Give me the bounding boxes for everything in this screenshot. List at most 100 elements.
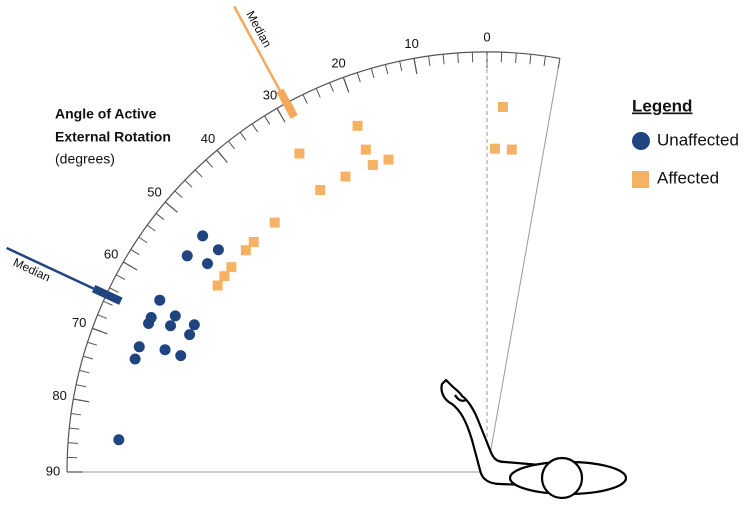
point	[340, 171, 351, 182]
point	[169, 310, 181, 322]
point	[367, 159, 378, 170]
tick	[92, 327, 108, 335]
point	[269, 217, 280, 228]
minor-tick	[194, 169, 203, 178]
point	[497, 101, 508, 112]
theta-tick-label: 30	[263, 88, 277, 103]
point	[352, 120, 363, 131]
minor-tick	[384, 64, 389, 75]
theta-tick-label: 10	[404, 36, 418, 51]
median-label: Median	[243, 9, 274, 50]
minor-tick	[557, 58, 561, 69]
minor-tick	[174, 190, 183, 199]
tick	[216, 149, 228, 163]
theta-tick-label: 20	[331, 56, 345, 71]
chart-title: External Rotation	[55, 129, 171, 145]
tick	[342, 77, 350, 93]
point	[383, 154, 394, 165]
minor-tick	[228, 140, 235, 150]
minor-tick	[315, 88, 321, 98]
point	[113, 434, 125, 446]
minor-tick	[442, 54, 445, 65]
chart-subtitle: (degrees)	[55, 151, 115, 167]
theta-tick-label: 70	[72, 315, 86, 330]
point	[181, 250, 193, 262]
minor-tick	[69, 427, 80, 430]
minor-tick	[239, 131, 247, 141]
minor-tick	[370, 68, 375, 79]
point	[506, 144, 517, 155]
legend-label: Unaffected	[657, 130, 739, 149]
minor-tick	[109, 287, 119, 293]
theta-tick-label: 40	[201, 131, 215, 146]
legend-marker	[632, 132, 650, 150]
minor-tick	[155, 213, 165, 220]
point	[133, 341, 145, 353]
minor-tick	[457, 52, 459, 64]
minor-tick	[67, 442, 79, 444]
point	[175, 350, 187, 362]
minor-tick	[138, 236, 148, 244]
median-line	[6, 246, 95, 290]
minor-tick	[115, 274, 126, 280]
axis-edge	[486, 58, 561, 473]
point	[197, 230, 209, 242]
theta-tick-label: 90	[46, 463, 60, 478]
minor-tick	[251, 123, 259, 133]
arm-illustration	[440, 378, 628, 500]
minor-tick	[184, 179, 193, 188]
point	[129, 353, 141, 365]
theta-tick-label: 60	[104, 246, 118, 261]
legend-label: Affected	[657, 168, 719, 187]
minor-tick	[205, 159, 214, 168]
minor-tick	[130, 249, 140, 256]
minor-tick	[83, 355, 94, 360]
minor-tick	[87, 341, 98, 346]
point	[226, 262, 237, 273]
point	[159, 344, 171, 356]
median-bar	[91, 284, 123, 305]
point	[154, 294, 166, 306]
point	[184, 329, 196, 341]
chart-title: Angle of Active	[55, 106, 157, 122]
legend-title: Legend	[632, 96, 692, 115]
median-bar	[276, 88, 298, 119]
minor-tick	[302, 94, 308, 104]
tick	[413, 58, 418, 75]
minor-tick	[146, 224, 156, 232]
tick	[164, 201, 178, 213]
minor-tick	[264, 115, 271, 125]
theta-tick-label: 80	[52, 388, 66, 403]
point	[248, 236, 259, 247]
theta-tick-label: 50	[147, 184, 161, 199]
point	[240, 245, 251, 256]
minor-tick	[97, 314, 108, 319]
point	[188, 319, 200, 331]
point	[315, 185, 326, 196]
minor-tick	[399, 61, 403, 72]
point	[219, 271, 230, 282]
tick	[276, 107, 286, 123]
minor-tick	[515, 52, 517, 64]
tick	[122, 261, 138, 271]
point	[165, 320, 177, 332]
theta-tick-label: 0	[483, 29, 490, 44]
minor-tick	[329, 82, 334, 93]
minor-tick	[103, 300, 113, 306]
minor-tick	[543, 56, 546, 67]
point	[294, 148, 305, 159]
minor-tick	[428, 56, 431, 67]
point	[489, 143, 500, 154]
minor-tick	[356, 72, 361, 83]
median-line	[233, 5, 282, 92]
tick	[73, 398, 90, 403]
minor-tick	[71, 413, 82, 416]
point	[212, 244, 224, 256]
minor-tick	[529, 54, 532, 65]
minor-tick	[76, 384, 87, 388]
point	[212, 280, 223, 291]
point	[360, 144, 371, 155]
point	[145, 312, 157, 324]
